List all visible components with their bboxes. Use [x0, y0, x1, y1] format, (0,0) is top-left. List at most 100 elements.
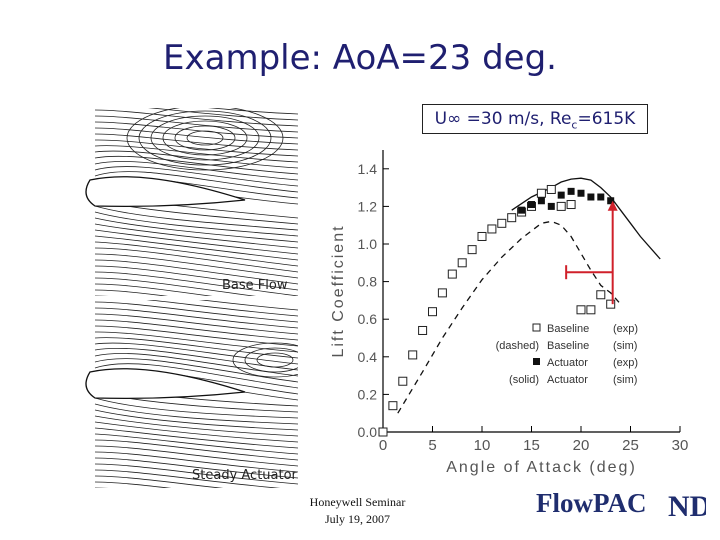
recirculation-contour [174, 125, 236, 151]
legend-series-name: Actuator [547, 374, 588, 386]
streamline [94, 421, 298, 443]
base-flow-label: Base Flow [222, 278, 288, 293]
streamline [94, 427, 298, 449]
streamline [94, 457, 298, 479]
streamline [94, 463, 298, 485]
baseline-exp-point [428, 307, 437, 317]
x-axis-label: Angle of Attack (deg) [446, 459, 637, 476]
streamline [94, 319, 298, 341]
steady-actuator-label: Steady Actuator [192, 468, 297, 483]
streamline [94, 259, 298, 285]
streamline [94, 301, 298, 323]
streamline [94, 235, 298, 261]
baseline-exp-point [447, 269, 457, 279]
baseline-exp-point [408, 350, 418, 360]
streamline [94, 403, 298, 425]
slide-title: Example: AoA=23 deg. [163, 38, 557, 78]
y-tick-label: 1.2 [358, 198, 378, 214]
streamline [94, 229, 298, 255]
x-tick-label: 0 [379, 437, 387, 454]
streamline [94, 121, 298, 139]
baseline-exp-point [507, 213, 517, 223]
baseline-exp-point [556, 201, 566, 211]
x-tick-label: 20 [573, 437, 590, 454]
baseline-exp-point [566, 200, 576, 210]
recirculation-contour [138, 110, 272, 166]
baseline-exp-point [457, 258, 467, 268]
streamline [207, 108, 298, 115]
streamline [94, 342, 298, 365]
actuator-exp-point [577, 189, 585, 197]
actuator-exp-point [547, 202, 555, 210]
baseline-exp-point [546, 184, 556, 194]
streamline [146, 300, 298, 317]
actuator-exp-point [607, 197, 615, 205]
baseline-exp-point [576, 305, 586, 315]
lift-coefficient-chart: 0.0 0.2 0.4 0.6 0.8 1.0 1.2 1.4 0 5 10 15 20 25 30 Angl… [330, 150, 688, 476]
streamline [94, 155, 298, 175]
baseline-exp-point [487, 224, 497, 234]
streamline [94, 205, 298, 231]
streamline [94, 451, 298, 473]
streamline [198, 300, 298, 311]
actuator-sim-line [511, 177, 661, 260]
streamline [94, 307, 298, 329]
streamline [94, 289, 169, 296]
flow-condition-text: U∞ =30 m/s, Rec=615K [434, 109, 636, 132]
steady-actuator-panel [55, 300, 298, 488]
recirculation-contour [126, 108, 284, 171]
baseline-exp-point [398, 376, 408, 386]
actuator-exp-point [597, 193, 605, 201]
streamline [94, 325, 298, 347]
streamline [94, 415, 298, 437]
y-tick-label: 1.4 [358, 161, 378, 177]
streamline [94, 439, 298, 461]
streamline [94, 277, 257, 296]
y-tick-label: 0.6 [358, 311, 378, 327]
actuator-exp-point [557, 191, 565, 199]
baseline-sim-line [397, 220, 622, 414]
footer: Honeywell Seminar July 19, 2007 [290, 494, 425, 528]
legend-series-name: Baseline [547, 323, 589, 335]
streamline [94, 469, 281, 488]
streamline [94, 433, 298, 455]
legend-marker-baseline-exp [532, 323, 541, 332]
streamline [94, 171, 298, 193]
streamline [94, 475, 223, 488]
y-tick-label: 0.2 [358, 386, 378, 402]
x-tick-label: 25 [622, 437, 639, 454]
legend-series-name: Baseline [547, 340, 589, 352]
y-tick-label: 0.0 [358, 424, 378, 440]
footer-event: Honeywell Seminar [309, 495, 406, 509]
legend-style-label: (solid) [509, 374, 539, 386]
y-tick-label: 0.8 [358, 274, 378, 290]
y-axis-label: Lift Coefficient [330, 224, 347, 357]
base-flow-panel [55, 108, 298, 296]
streamline [94, 265, 298, 291]
airfoil-shape [85, 368, 246, 400]
legend-series-type: (exp) [613, 323, 638, 335]
baseline-exp-point [388, 401, 398, 411]
baseline-exp-point [437, 288, 447, 298]
footer-date: July 19, 2007 [324, 512, 390, 526]
recirculation-contour [162, 120, 248, 156]
streamline [94, 145, 298, 163]
legend-series-type: (sim) [613, 374, 637, 386]
streamline [94, 363, 298, 389]
streamline [94, 161, 298, 181]
baseline-exp-point [378, 427, 388, 437]
actuator-exp-point [518, 206, 526, 214]
streamline [94, 211, 298, 237]
streamline [94, 241, 298, 267]
actuator-exp-point [537, 197, 545, 205]
baseline-exp-point [536, 188, 546, 198]
streamline [94, 139, 298, 157]
streamline [94, 271, 298, 296]
streamline [94, 223, 298, 249]
flowpac-logo: FlowPAC ND [536, 488, 706, 523]
streamline [94, 397, 298, 419]
base-flow-streamlines [85, 108, 298, 296]
legend-series-type: (sim) [613, 340, 637, 352]
streamline [94, 481, 172, 488]
actuator-exp-point [587, 193, 595, 201]
